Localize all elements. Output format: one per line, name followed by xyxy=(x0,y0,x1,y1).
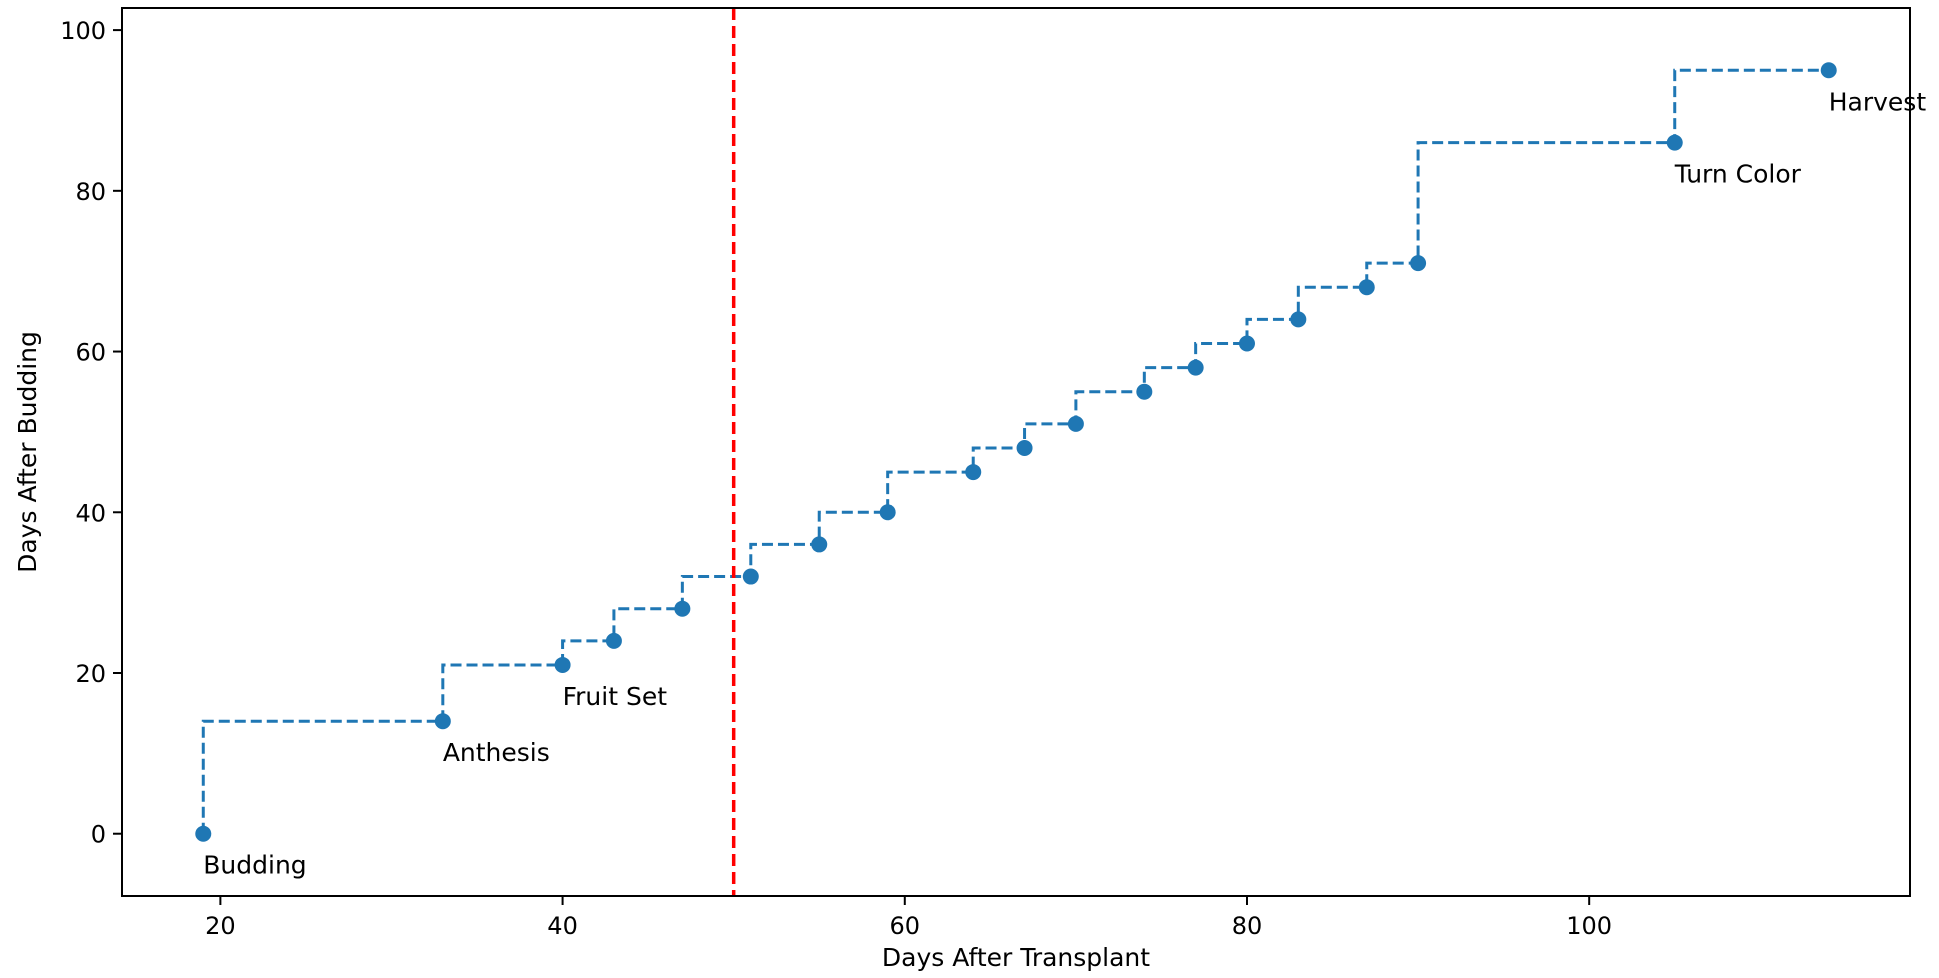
y-tick-label: 0 xyxy=(91,821,106,849)
data-point xyxy=(742,568,759,585)
data-point xyxy=(1067,415,1084,432)
data-point xyxy=(605,632,622,649)
x-tick-label: 60 xyxy=(890,912,921,940)
x-tick-label: 40 xyxy=(547,912,578,940)
data-point xyxy=(434,713,451,730)
data-point xyxy=(554,656,571,673)
stage-annotation: Fruit Set xyxy=(563,682,668,711)
stage-annotation: Budding xyxy=(203,851,306,880)
data-point xyxy=(1016,439,1033,456)
y-tick-label: 20 xyxy=(75,660,106,688)
x-axis-title: Days After Transplant xyxy=(882,943,1150,972)
data-point xyxy=(811,536,828,553)
data-point xyxy=(879,504,896,521)
data-point xyxy=(965,464,982,481)
x-tick-label: 100 xyxy=(1566,912,1612,940)
y-tick-label: 80 xyxy=(75,178,106,206)
data-point xyxy=(1187,359,1204,376)
data-point xyxy=(1410,255,1427,272)
x-tick-label: 20 xyxy=(205,912,236,940)
x-tick-label: 80 xyxy=(1232,912,1263,940)
stage-annotation: Anthesis xyxy=(443,738,550,767)
axes: 20 40 60 80 100 0 20 40 60 80 100 xyxy=(60,17,1612,940)
data-point xyxy=(1358,279,1375,296)
annotations: Budding Anthesis Fruit Set Turn Color Harves… xyxy=(203,87,1926,879)
data-point xyxy=(1820,62,1837,79)
data-point xyxy=(1136,383,1153,400)
y-axis-title: Days After Budding xyxy=(13,331,42,573)
stage-annotation: Harvest xyxy=(1829,87,1927,116)
data-point xyxy=(1290,311,1307,328)
y-tick-label: 60 xyxy=(75,339,106,367)
data-point xyxy=(1238,335,1255,352)
plot-area xyxy=(195,8,1837,896)
plot-frame xyxy=(121,7,1911,897)
data-point xyxy=(674,600,691,617)
y-tick-label: 40 xyxy=(75,499,106,527)
data-point xyxy=(1666,134,1683,151)
y-tick-label: 100 xyxy=(60,17,106,45)
stage-annotation: Turn Color xyxy=(1674,160,1802,189)
data-point xyxy=(195,825,212,842)
